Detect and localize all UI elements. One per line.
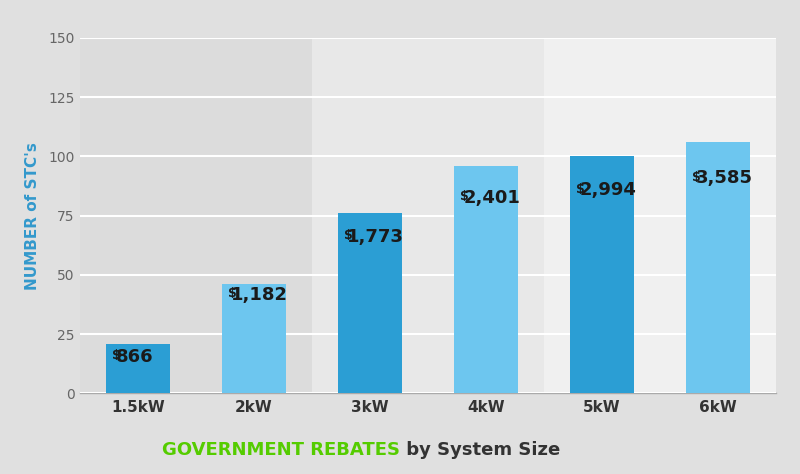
Text: $: $ [460,190,469,203]
Text: 1,182: 1,182 [231,286,288,304]
Text: by System Size: by System Size [400,441,560,459]
Bar [312,38,544,393]
Text: GOVERNMENT REBATES: GOVERNMENT REBATES [162,441,400,459]
Text: $: $ [576,182,585,195]
Text: 3,585: 3,585 [695,169,752,187]
Bar [454,166,518,393]
Bar [544,38,776,393]
Bar [686,142,750,393]
Bar [80,38,312,393]
Text: 866: 866 [115,348,153,366]
Y-axis label: NUMBER of STC's: NUMBER of STC's [25,142,40,290]
Bar [222,284,286,393]
Text: $: $ [112,349,121,363]
Text: $: $ [228,287,237,301]
Text: 2,994: 2,994 [579,181,636,199]
Bar [338,213,402,393]
Bar [106,344,170,393]
Text: 2,401: 2,401 [463,189,520,207]
Bar [570,156,634,393]
Text: $: $ [344,229,353,242]
Text: 1,773: 1,773 [347,228,404,246]
Text: $: $ [692,171,701,184]
